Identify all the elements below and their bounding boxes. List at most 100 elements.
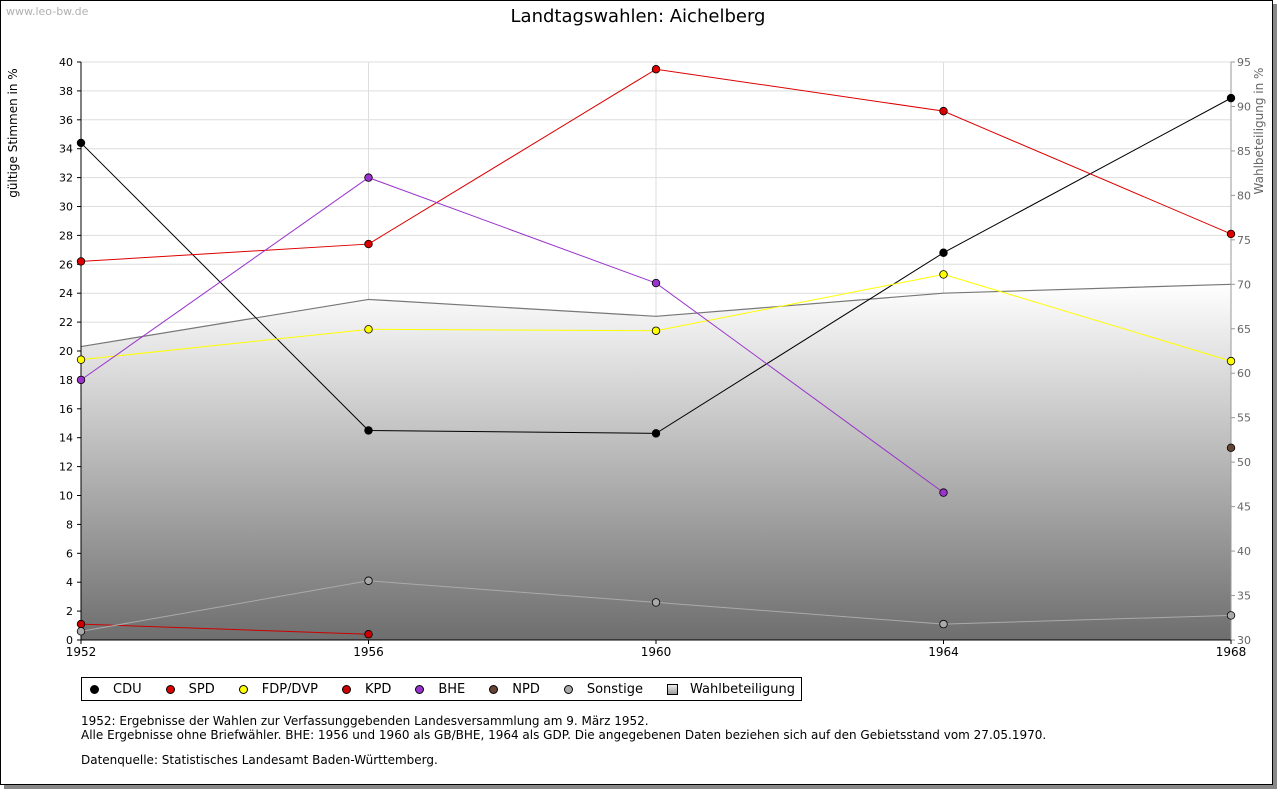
legend-label: Wahlbeteiligung	[690, 681, 796, 697]
data-source: Datenquelle: Statistisches Landesamt Bad…	[81, 753, 438, 767]
y-tick-label: 16	[59, 403, 73, 416]
legend-item-npd: NPD	[489, 682, 540, 697]
legend-label: FDP/DVP	[261, 681, 318, 697]
data-point-fdp-dvp	[939, 270, 948, 279]
turnout-area-fill	[81, 284, 1231, 640]
data-point-sonstige	[76, 627, 86, 636]
data-point-fdp-dvp	[76, 355, 86, 364]
data-point-sonstige	[939, 619, 948, 629]
line-chart: 0246810121416182022242628303234363840303…	[6, 6, 1266, 659]
chart-title: Landtagswahlen: Aichelberg	[511, 6, 766, 27]
y2-tick-label: 80	[1237, 189, 1251, 202]
legend-item-wahlbeteiligung: Wahlbeteiligung	[667, 682, 795, 697]
y-tick-label: 0	[66, 634, 73, 647]
data-point-spd	[76, 257, 86, 266]
y-tick-label: 38	[59, 85, 73, 98]
y2-tick-label: 65	[1237, 323, 1251, 336]
legend-item-kpd: KPD	[341, 681, 392, 697]
legend: CDU SPD FDP/DVP KPD BHE NPD Sonstige Wa	[81, 677, 803, 701]
y-tick-label: 24	[59, 287, 73, 300]
footnote-line: 1952: Ergebnisse der Wahlen zur Verfassu…	[81, 714, 649, 728]
data-point-sonstige	[364, 576, 373, 585]
turnout-line	[80, 283, 1232, 348]
y-tick-label: 36	[59, 114, 73, 127]
data-point-fdp-dvp	[651, 326, 661, 335]
y2-tick-label: 35	[1237, 590, 1251, 603]
y2-tick-label: 60	[1237, 367, 1251, 380]
legend-marker	[667, 683, 679, 695]
data-point-spd	[939, 106, 948, 116]
y2-tick-label: 55	[1237, 412, 1251, 425]
y2-tick-label: 45	[1237, 501, 1251, 514]
data-point-cdu	[939, 248, 948, 257]
data-point-kpd	[364, 630, 373, 639]
data-point-fdp-dvp	[1226, 356, 1236, 366]
data-point-kpd	[76, 619, 86, 629]
x-tick-label: 1960	[641, 645, 672, 659]
legend-marker	[489, 684, 499, 694]
y-tick-label: 10	[59, 490, 73, 503]
legend-label: BHE	[438, 681, 466, 697]
data-point-cdu	[651, 429, 661, 438]
y-tick-label: 20	[59, 345, 73, 358]
data-point-bhe	[364, 173, 373, 182]
legend-item-sonstige: Sonstige	[563, 681, 644, 697]
y2-tick-label: 95	[1237, 56, 1251, 69]
y-tick-label: 26	[59, 258, 73, 271]
y-tick-label: 22	[59, 316, 73, 329]
data-point-fdp-dvp	[364, 325, 373, 334]
legend-label: Sonstige	[586, 681, 644, 697]
y-tick-label: 30	[59, 201, 73, 214]
series-line-kpd	[80, 623, 369, 635]
legend-label: CDU	[113, 681, 142, 697]
y2-tick-label: 30	[1237, 634, 1251, 647]
legend-item-cdu: CDU	[90, 682, 142, 697]
data-point-spd	[1226, 229, 1236, 239]
y-tick-label: 6	[66, 547, 73, 560]
data-point-cdu	[1226, 93, 1236, 103]
y2-tick-label: 40	[1237, 545, 1251, 558]
legend-label: SPD	[188, 681, 215, 697]
y-tick-label: 32	[59, 172, 73, 185]
data-point-bhe	[76, 375, 86, 385]
y-tick-label: 40	[59, 56, 73, 69]
x-tick-label: 1956	[353, 645, 384, 659]
y-tick-label: 12	[59, 461, 73, 474]
y-tick-label: 28	[59, 229, 73, 242]
y-tick-label: 34	[59, 143, 73, 156]
footnotes: 1952: Ergebnisse der Wahlen zur Verfassu…	[81, 714, 1046, 742]
y-tick-label: 8	[66, 518, 73, 531]
legend-item-spd: SPD	[165, 681, 215, 697]
legend-marker	[238, 684, 248, 694]
legend-marker	[415, 684, 425, 694]
legend-label: NPD	[512, 681, 540, 697]
data-point-npd	[1226, 443, 1236, 453]
turnout-area	[80, 283, 1232, 640]
data-point-bhe	[939, 488, 948, 497]
data-point-sonstige	[651, 598, 661, 607]
y-axis-label: gültige Stimmen in %	[6, 68, 20, 197]
legend-label: KPD	[364, 681, 392, 697]
legend-marker	[563, 684, 573, 694]
series-line-bhe	[80, 177, 944, 494]
y-tick-label: 2	[66, 605, 73, 618]
data-point-spd	[364, 239, 373, 249]
y2-tick-label: 85	[1237, 145, 1251, 158]
y2-tick-label: 90	[1237, 100, 1251, 113]
y-tick-label: 4	[66, 576, 73, 589]
legend-item-fdp: FDP/DVP	[238, 681, 318, 697]
series	[76, 65, 1236, 639]
data-point-bhe	[651, 278, 661, 288]
y2-tick-label: 75	[1237, 234, 1251, 247]
data-point-cdu	[76, 138, 86, 148]
y-tick-label: 14	[59, 432, 73, 445]
data-point-cdu	[364, 426, 373, 435]
legend-marker	[165, 684, 175, 694]
y2-tick-label: 50	[1237, 456, 1251, 469]
data-point-sonstige	[1226, 611, 1236, 620]
legend-marker	[90, 684, 99, 694]
footnote-line: Alle Ergebnisse ohne Briefwähler. BHE: 1…	[81, 728, 1047, 742]
y2-tick-label: 70	[1237, 278, 1251, 291]
y-tick-label: 18	[59, 374, 73, 387]
